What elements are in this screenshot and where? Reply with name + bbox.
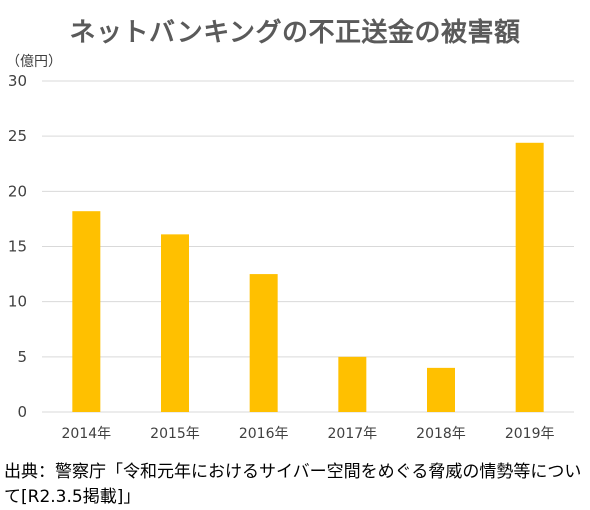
bar-2014年: [72, 211, 101, 412]
y-tick-label: 15: [8, 238, 27, 256]
y-tick-label: 0: [17, 403, 27, 421]
y-axis-ticks: 0 5 10 15 20 25 30: [8, 72, 27, 421]
source-note: 出典：警察庁「令和元年におけるサイバー空間をめぐる脅威の情勢等について[R2.3…: [4, 462, 582, 507]
bar-2016年: [249, 274, 278, 412]
bar-2018年: [427, 367, 455, 412]
x-tick-label: 2016年: [239, 426, 289, 442]
chart-title: ネットバンキングの不正送金の被害額: [69, 18, 521, 48]
y-tick-label: 10: [8, 293, 27, 311]
x-tick-label: 2015年: [150, 426, 200, 442]
bar-series: [72, 142, 544, 412]
x-axis-ticks: 2014年 2015年 2016年 2017年 2018年 2019年: [62, 426, 555, 442]
bar-2019年: [515, 142, 544, 412]
x-tick-label: 2019年: [505, 426, 555, 442]
x-tick-label: 2014年: [62, 426, 112, 442]
y-tick-label: 30: [8, 72, 27, 90]
y-tick-label: 25: [8, 127, 27, 145]
y-tick-label: 5: [17, 348, 27, 366]
y-axis-unit-label: （億円）: [6, 54, 62, 70]
x-tick-label: 2018年: [416, 426, 466, 442]
bar-2015年: [161, 234, 189, 412]
x-tick-label: 2017年: [328, 426, 378, 442]
gridlines: [42, 80, 574, 413]
y-tick-label: 20: [8, 182, 27, 200]
bar-2017年: [338, 356, 367, 412]
